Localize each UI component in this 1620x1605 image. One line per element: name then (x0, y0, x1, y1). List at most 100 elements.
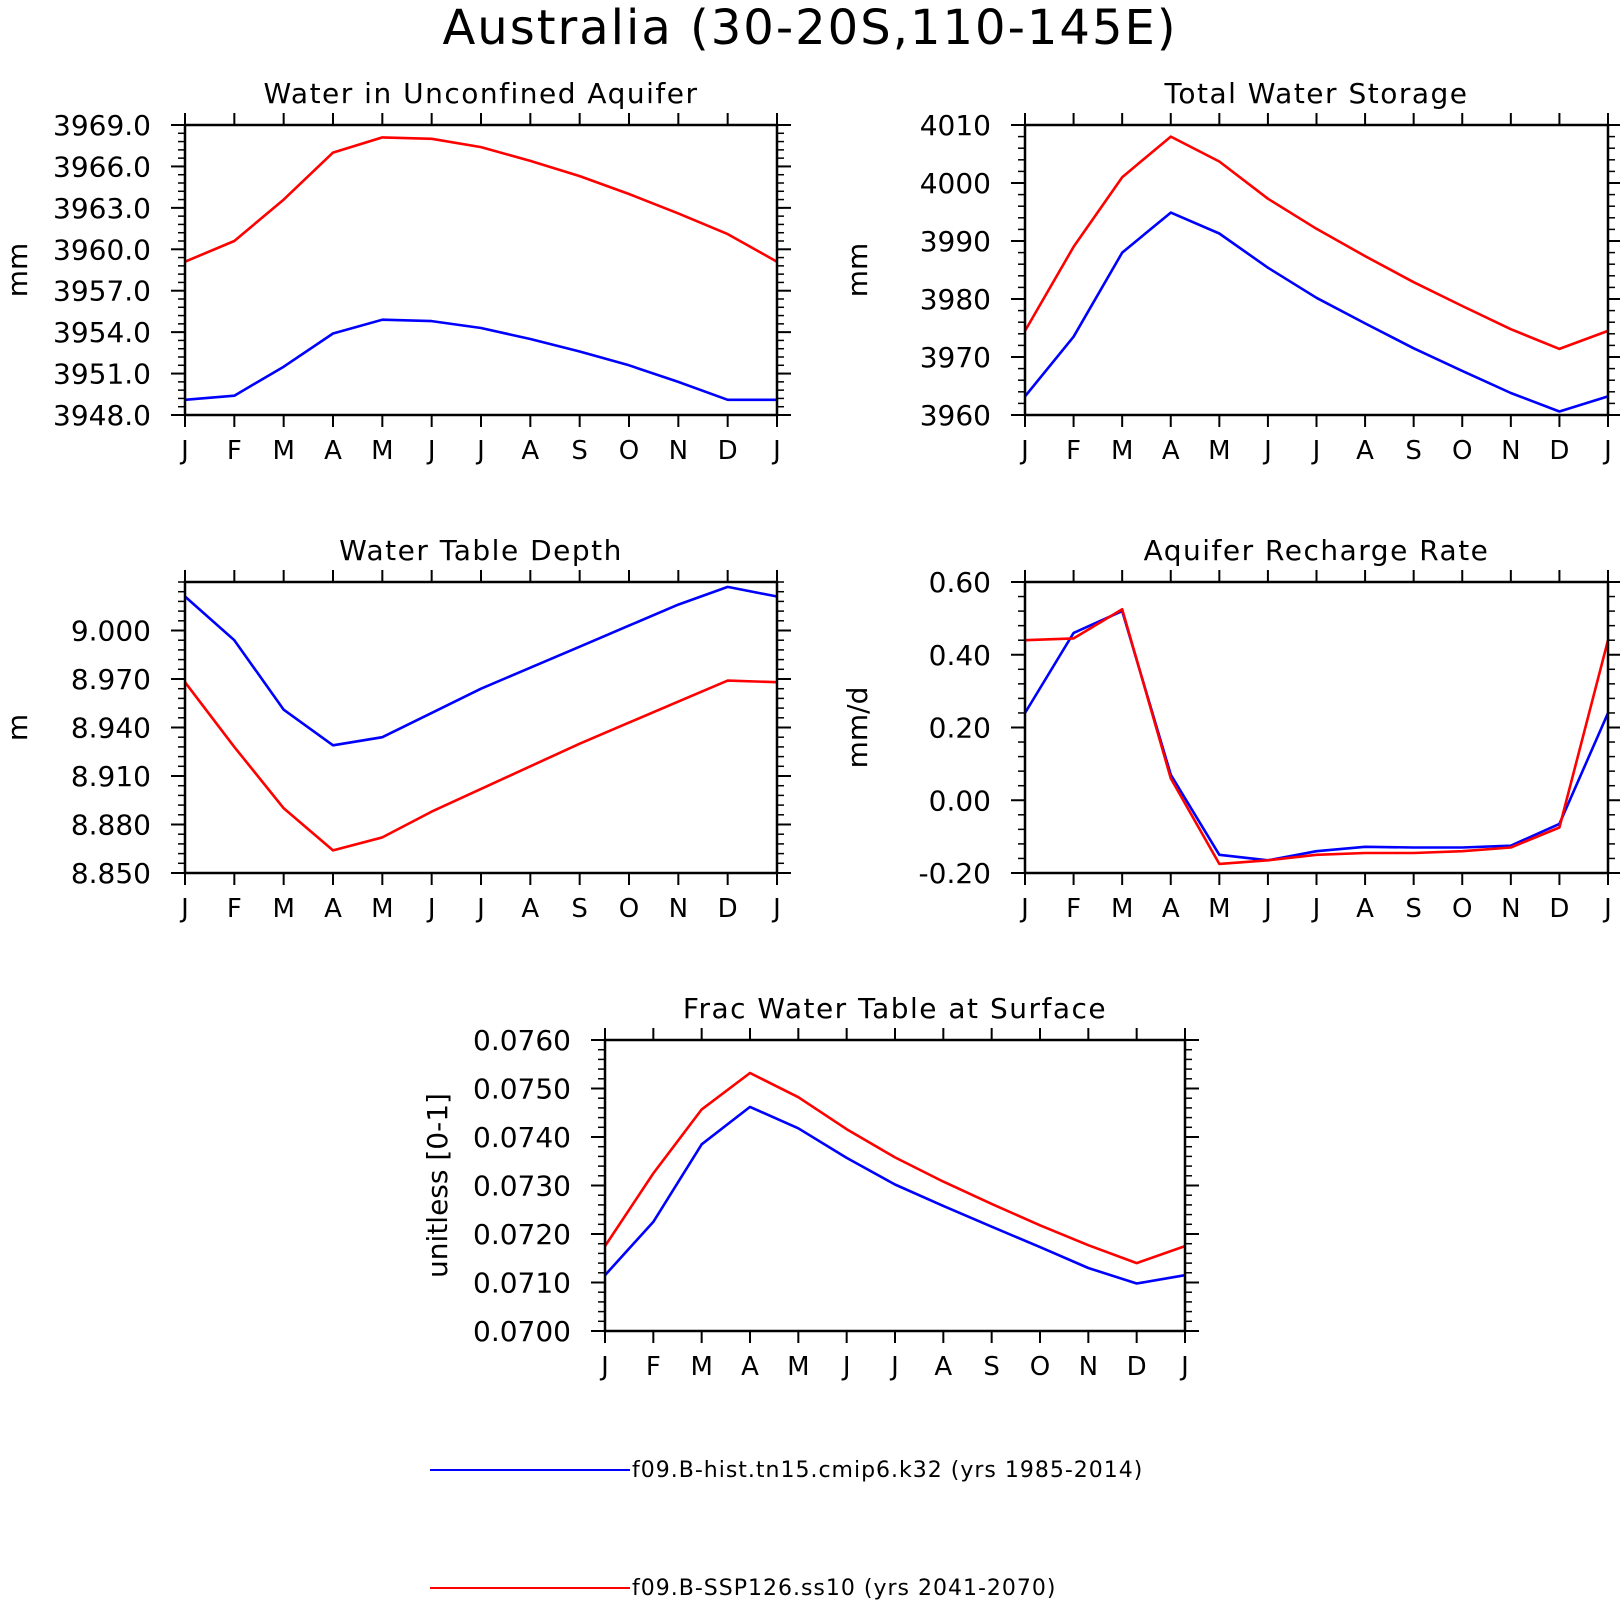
y-tick-label: 4010 (920, 109, 991, 142)
y-tick-label: 0.0720 (473, 1218, 571, 1251)
series-line-ssp126 (1024, 607, 1610, 866)
y-axis-label: unitless [0-1] (421, 1093, 454, 1278)
x-tick-label: M (371, 894, 393, 924)
x-tick-label: M (1111, 436, 1133, 466)
panel-title: Water in Unconfined Aquifer (264, 77, 699, 110)
y-tick-label: 3957.0 (53, 275, 151, 308)
series-line-hist (604, 1105, 1186, 1285)
y-tick-label: 8.850 (71, 857, 151, 890)
y-tick-label: 0.00 (929, 784, 991, 817)
y-tick-label: 3966.0 (53, 150, 151, 183)
legend-line-hist (430, 1469, 630, 1471)
x-tick-label: F (1066, 436, 1081, 466)
x-tick-label: J (599, 1352, 609, 1382)
x-tick-label: O (1030, 1352, 1050, 1382)
x-tick-label: A (324, 436, 342, 466)
x-tick-label: N (669, 436, 688, 466)
x-tick-label: A (1356, 894, 1374, 924)
x-tick-label: J (1602, 436, 1612, 466)
x-tick-label: N (1501, 894, 1520, 924)
legend-label-ssp126: f09.B-SSP126.ss10 (yrs 2041-2070) (632, 1575, 1057, 1601)
x-tick-label: F (227, 894, 242, 924)
x-tick-label: O (619, 436, 639, 466)
x-tick-label: J (1019, 894, 1029, 924)
legend-entry-hist: f09.B-hist.tn15.cmip6.k32 (yrs 1985-2014… (430, 1455, 1143, 1485)
x-tick-label: M (787, 1352, 809, 1382)
panel-title: Aquifer Recharge Rate (1144, 534, 1490, 567)
x-tick-label: J (426, 436, 436, 466)
x-tick-label: J (179, 894, 189, 924)
series-line-ssp126 (1023, 135, 1609, 351)
x-tick-label: J (1311, 436, 1321, 466)
series-line-hist (1023, 609, 1610, 862)
legend-label-hist: f09.B-hist.tn15.cmip6.k32 (yrs 1985-2014… (632, 1457, 1144, 1483)
y-tick-label: 3960.0 (53, 233, 151, 266)
plot-frame (183, 580, 779, 875)
x-tick-label: J (475, 894, 485, 924)
x-tick-label: J (179, 436, 189, 466)
figure-title: Australia (30-20S,110-145E) (442, 0, 1178, 56)
x-tick-label: J (841, 1352, 851, 1382)
plot-frame (1023, 123, 1610, 417)
y-tick-label: 3963.0 (53, 192, 151, 225)
x-tick-label: J (1262, 894, 1272, 924)
series-line-ssp126 (603, 1071, 1186, 1265)
x-tick-label: A (521, 894, 539, 924)
y-tick-label: 0.0730 (473, 1170, 571, 1203)
x-tick-label: S (983, 1352, 1000, 1382)
x-tick-label: F (1066, 894, 1081, 924)
series-line-hist (184, 585, 778, 747)
x-tick-label: M (1111, 894, 1133, 924)
panel-title: Frac Water Table at Surface (683, 992, 1107, 1025)
x-tick-label: M (690, 1352, 712, 1382)
x-tick-label: J (475, 436, 485, 466)
x-tick-label: D (1127, 1352, 1147, 1382)
x-tick-label: J (1019, 436, 1029, 466)
y-tick-label: 9.000 (71, 615, 151, 648)
y-tick-label: 8.970 (71, 663, 151, 696)
x-tick-label: N (1079, 1352, 1098, 1382)
x-tick-label: M (1208, 436, 1230, 466)
x-tick-label: A (1162, 894, 1180, 924)
plot-frame (183, 123, 779, 417)
x-tick-label: J (1602, 894, 1612, 924)
y-axis-label: m (1, 714, 34, 741)
plot-frame (603, 1038, 1187, 1333)
y-tick-label: 0.0760 (473, 1024, 571, 1057)
y-axis-label: mm (1, 243, 34, 298)
series-line-ssp126 (183, 679, 778, 852)
x-tick-label: M (272, 436, 294, 466)
x-tick-label: J (771, 894, 781, 924)
x-tick-label: N (669, 894, 688, 924)
panel-title: Water Table Depth (339, 534, 623, 567)
y-axis-label: mm (841, 243, 874, 298)
x-tick-label: J (426, 894, 436, 924)
y-tick-label: 8.880 (71, 809, 151, 842)
y-tick-label: 3980 (920, 283, 991, 316)
x-tick-label: S (571, 436, 588, 466)
plot-frame (1023, 580, 1610, 875)
x-tick-label: D (1549, 894, 1569, 924)
y-tick-label: 3951.0 (53, 358, 151, 391)
x-tick-label: J (771, 436, 781, 466)
x-tick-label: A (1162, 436, 1180, 466)
y-tick-label: 3969.0 (53, 109, 151, 142)
y-axis-label: mm/d (841, 687, 874, 769)
series-line-hist (1023, 211, 1609, 413)
x-tick-label: M (272, 894, 294, 924)
y-tick-label: 3960 (920, 399, 991, 432)
x-tick-label: S (1405, 436, 1422, 466)
panel-title: Total Water Storage (1163, 77, 1468, 110)
x-tick-label: M (1208, 894, 1230, 924)
x-tick-label: J (1179, 1352, 1189, 1382)
x-tick-label: D (718, 436, 738, 466)
x-tick-label: J (1311, 894, 1321, 924)
y-tick-label: 3970 (920, 341, 991, 374)
y-tick-label: 0.0710 (473, 1267, 571, 1300)
series-line-hist (184, 318, 777, 402)
x-tick-label: F (227, 436, 242, 466)
